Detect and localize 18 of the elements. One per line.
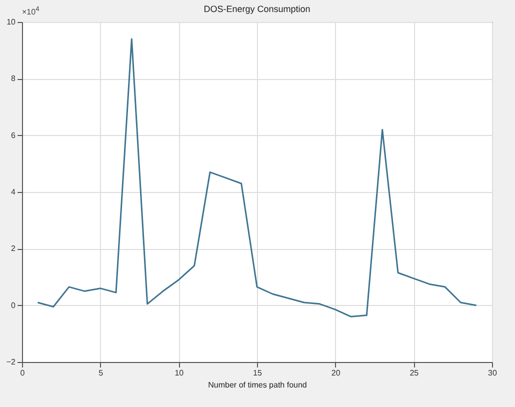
y-tick-label: 2 (11, 244, 16, 254)
chart-title: DOS-Energy Consumption (204, 4, 310, 14)
exponent-note: ×10$^{4}$ (22, 6, 40, 17)
x-tick-label: 25 (410, 368, 420, 378)
x-tick-label: 15 (253, 368, 262, 378)
x-axis-title: Number of times path found (208, 380, 307, 390)
x-tick-label: 20 (331, 368, 341, 378)
y-tick-label: 10 (6, 18, 16, 26)
line-series (36, 38, 478, 318)
y-tick-label: 0 (11, 300, 16, 310)
y-tick-label: −2 (6, 358, 16, 366)
y-tick-label: 8 (11, 74, 16, 84)
y-tick-label: 4 (11, 188, 16, 196)
x-tick-label: 30 (488, 368, 498, 378)
x-tick-label: 10 (174, 368, 184, 378)
y-tick-label: 6 (11, 130, 16, 140)
x-tick-label: 5 (98, 368, 104, 378)
x-tick-label: 0 (20, 368, 26, 378)
